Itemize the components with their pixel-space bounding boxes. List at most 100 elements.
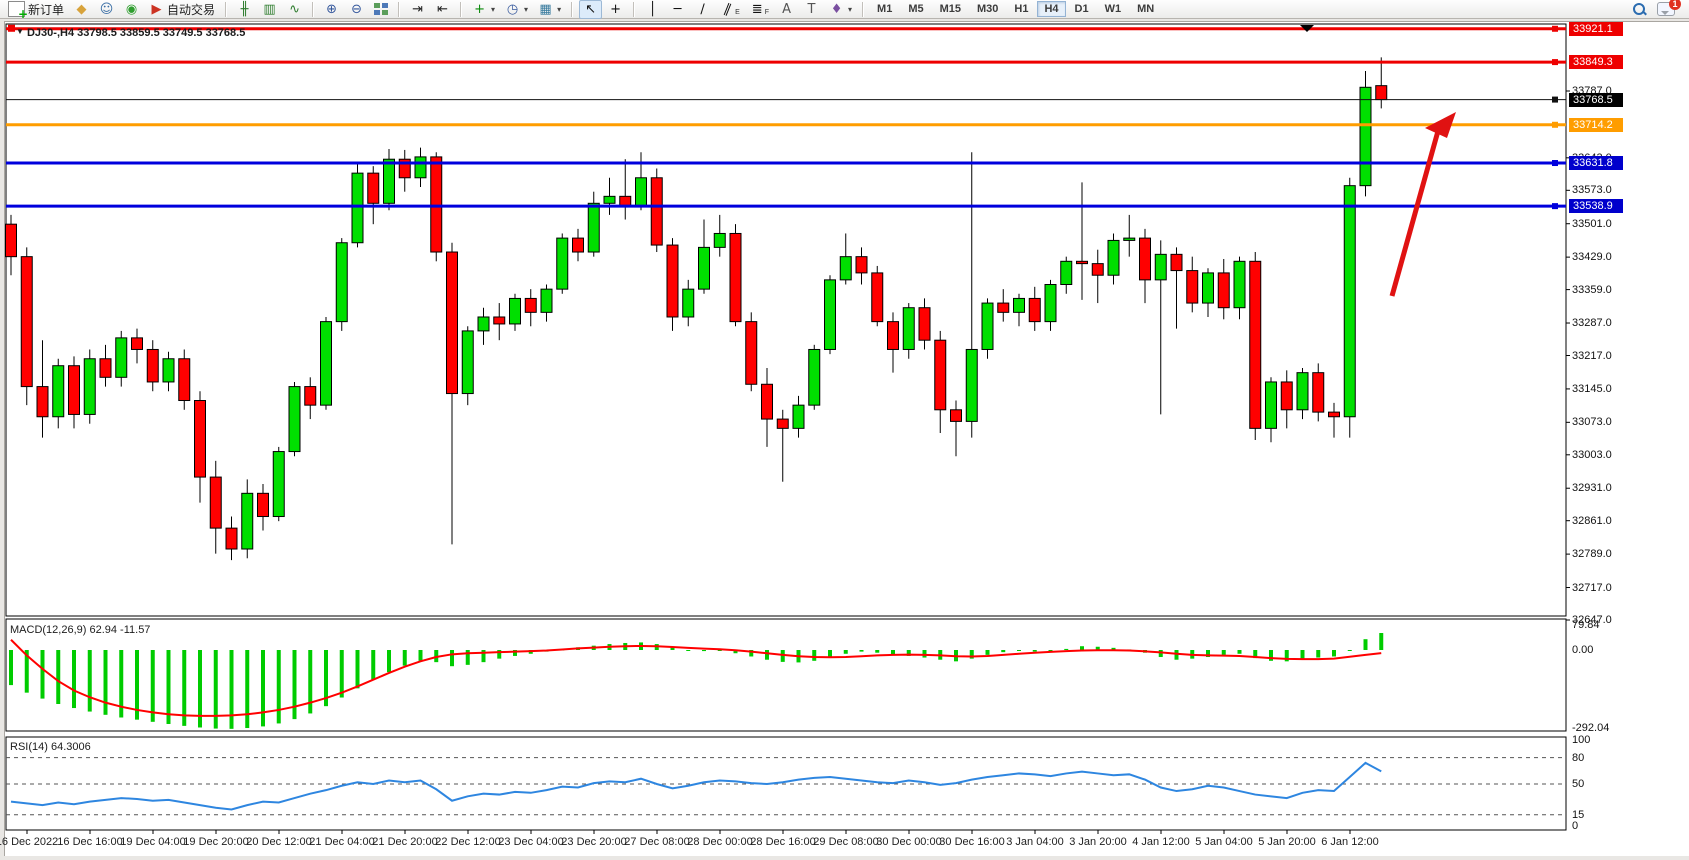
time-axis-label[interactable]: 16 Dec 2022 xyxy=(0,836,59,848)
chat-icon[interactable]: 1 xyxy=(1657,0,1681,16)
arrows-button[interactable]: ♦ ▾ xyxy=(825,0,856,19)
price-level-badge[interactable]: 33768.5 xyxy=(1569,92,1623,107)
signal-icon: ◉ xyxy=(125,1,138,17)
periods-button[interactable]: ◷ ▾ xyxy=(501,0,532,19)
toolbar: 新订单◆☺◉▶自动交易╫▥∿⊕⊖⇥⇤+▾◷▾▦▾↖+│─∕∥E≣FAT♦▾M1M… xyxy=(0,0,1689,21)
time-axis-label[interactable]: 30 Dec 00:00 xyxy=(876,836,942,848)
timeframe-m5-button[interactable]: M5 xyxy=(908,3,924,15)
candle-chart-button[interactable]: ▥ xyxy=(258,0,281,19)
time-axis-label[interactable]: 16 Dec 16:00 xyxy=(57,836,123,848)
crosshair-button[interactable]: + xyxy=(604,0,627,19)
shapes-icon: ♦ xyxy=(830,1,843,17)
toolbar-separator xyxy=(312,1,315,17)
time-axis-label[interactable]: 6 Jan 12:00 xyxy=(1321,836,1379,848)
time-axis-label[interactable]: 5 Jan 20:00 xyxy=(1258,836,1316,848)
bars-icon: ╫ xyxy=(240,1,249,17)
fibonacci-button[interactable]: ≣ F xyxy=(746,0,773,19)
time-axis-label[interactable]: 27 Dec 08:00 xyxy=(624,836,690,848)
timeframe-m30-button[interactable]: M30 xyxy=(977,3,999,15)
templates-button[interactable]: ▦ ▾ xyxy=(534,0,565,19)
timeframe-mn-button[interactable]: MN xyxy=(1137,3,1155,15)
price-level-badge[interactable]: 33714.2 xyxy=(1569,117,1623,132)
bar-chart-button[interactable]: ╫ xyxy=(233,0,256,19)
chevron-down-icon[interactable]: ▾ xyxy=(524,4,529,14)
timeframe-d1-button[interactable]: D1 xyxy=(1074,3,1089,15)
zoom-in-button[interactable]: ⊕ xyxy=(320,0,343,19)
timeframe-w1-button[interactable]: W1 xyxy=(1104,3,1122,15)
time-axis-label[interactable]: 21 Dec 04:00 xyxy=(309,836,375,848)
auto-scroll-button[interactable]: ⇥ xyxy=(406,0,429,19)
time-axis-label[interactable]: 30 Dec 16:00 xyxy=(939,836,1005,848)
price-level-badge[interactable]: 33849.3 xyxy=(1569,55,1623,70)
cursor-icon: ↖ xyxy=(585,1,597,17)
autotrade-button[interactable]: ▶ 自动交易 xyxy=(145,0,219,19)
market-watch-button[interactable]: ◆ xyxy=(70,0,93,19)
clock-icon: ◷ xyxy=(506,1,519,17)
market-icon: ◆ xyxy=(76,1,87,17)
vline-icon: │ xyxy=(648,1,657,17)
profile-icon: ☺ xyxy=(99,1,114,17)
signals-button[interactable]: ◉ xyxy=(120,0,143,19)
time-axis-label[interactable]: 4 Jan 12:00 xyxy=(1132,836,1190,848)
new-order-button[interactable]: 新订单 xyxy=(4,0,68,21)
zoom-out-button[interactable]: ⊖ xyxy=(345,0,368,19)
text-label-icon: T xyxy=(807,1,816,17)
cursor-button[interactable]: ↖ xyxy=(579,0,603,19)
text-label-button[interactable]: T xyxy=(800,0,823,19)
price-axis-tick: 33217.0 xyxy=(1572,349,1612,362)
tile-windows-icon xyxy=(374,3,389,15)
timeframe-h4-button[interactable]: H4 xyxy=(1037,1,1066,17)
chevron-down-icon[interactable]: ▾ xyxy=(848,4,853,14)
toolbar-separator xyxy=(633,1,636,17)
time-axis-label[interactable]: 21 Dec 20:00 xyxy=(372,836,438,848)
time-axis-label[interactable]: 29 Dec 08:00 xyxy=(813,836,879,848)
time-axis-label[interactable]: 23 Dec 20:00 xyxy=(561,836,627,848)
data-window-button[interactable]: ☺ xyxy=(95,0,118,19)
hline-icon: ─ xyxy=(673,1,682,17)
time-axis-label[interactable]: 19 Dec 04:00 xyxy=(120,836,186,848)
autotrade-button-label: 自动交易 xyxy=(167,2,216,17)
channel-sub-label: E xyxy=(735,9,740,16)
fibonacci-sub-label: F xyxy=(764,9,770,16)
indicators-button[interactable]: + ▾ xyxy=(468,0,499,19)
price-axis-tick: 32789.0 xyxy=(1572,548,1612,561)
time-axis-label[interactable]: 3 Jan 04:00 xyxy=(1006,836,1064,848)
search-icon[interactable] xyxy=(1632,2,1647,17)
vline-button[interactable]: │ xyxy=(641,0,664,19)
time-axis-label[interactable]: 3 Jan 20:00 xyxy=(1069,836,1127,848)
time-axis-label[interactable]: 28 Dec 16:00 xyxy=(750,836,816,848)
chevron-down-icon[interactable]: ▾ xyxy=(491,4,496,14)
price-axis-tick: 33359.0 xyxy=(1572,283,1612,296)
chart-shift-button[interactable]: ⇤ xyxy=(431,0,454,19)
toolbar-separator xyxy=(398,1,401,17)
price-axis-tick: 33573.0 xyxy=(1572,184,1612,197)
price-level-badge[interactable]: 33631.8 xyxy=(1569,156,1623,171)
price-axis-tick: 33145.0 xyxy=(1572,382,1612,395)
timeframe-h1-button[interactable]: H1 xyxy=(1014,3,1029,15)
time-axis-label[interactable]: 5 Jan 04:00 xyxy=(1195,836,1253,848)
time-axis-label[interactable]: 19 Dec 20:00 xyxy=(183,836,249,848)
trendline-icon: ∕ xyxy=(700,1,705,17)
line-chart-button[interactable]: ∿ xyxy=(283,0,306,19)
hline-button[interactable]: ─ xyxy=(666,0,689,19)
timeframe-m1-button[interactable]: M1 xyxy=(877,3,893,15)
zoom-out-icon: ⊖ xyxy=(351,1,362,17)
text-icon: A xyxy=(782,1,791,17)
time-axis-label[interactable]: 20 Dec 12:00 xyxy=(246,836,312,848)
time-axis-label[interactable]: 23 Dec 04:00 xyxy=(498,836,564,848)
symbol-dropdown-marker[interactable]: ▼ xyxy=(16,27,24,36)
rsi-scale-label: 100 xyxy=(1572,734,1591,746)
timeframe-m15-button[interactable]: M15 xyxy=(939,3,962,15)
tile-windows-button[interactable] xyxy=(370,0,392,19)
new-order-button-label: 新订单 xyxy=(28,2,65,17)
price-level-badge[interactable]: 33538.9 xyxy=(1569,199,1623,214)
macd-scale-max: 79.84 xyxy=(1572,619,1600,631)
text-button[interactable]: A xyxy=(775,0,798,19)
channel-button[interactable]: ∥ E xyxy=(716,0,744,19)
rsi-scale-label: 0 xyxy=(1572,820,1579,832)
chevron-down-icon[interactable]: ▾ xyxy=(557,4,562,14)
trendline-button[interactable]: ∕ xyxy=(691,0,714,19)
time-axis-label[interactable]: 28 Dec 00:00 xyxy=(687,836,753,848)
time-axis-label[interactable]: 22 Dec 12:00 xyxy=(435,836,501,848)
price-level-badge[interactable]: 33921.1 xyxy=(1569,21,1623,36)
